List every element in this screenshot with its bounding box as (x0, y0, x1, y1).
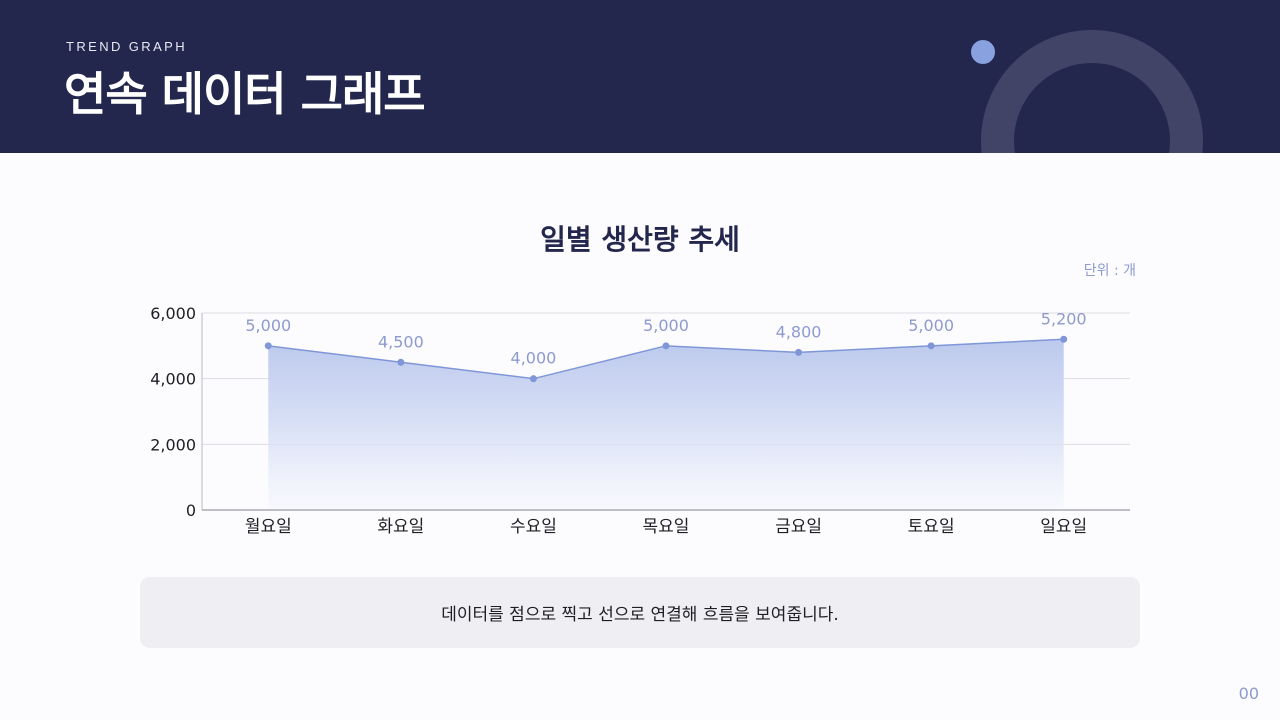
value-label: 5,000 (643, 316, 689, 335)
x-tick-label: 수요일 (510, 517, 557, 537)
decorative-dot-icon (971, 40, 995, 64)
y-tick-label: 6,000 (150, 304, 196, 323)
x-tick-label: 목요일 (643, 517, 690, 537)
y-tick-label: 4,000 (150, 370, 196, 389)
x-tick-label: 월요일 (245, 517, 292, 537)
x-tick-label: 화요일 (377, 517, 424, 537)
data-point (927, 342, 935, 350)
area-fill (268, 339, 1064, 510)
chart-title: 일별 생산량 추세 (540, 223, 740, 256)
x-axis-labels: 월요일 화요일 수요일 목요일 금요일 토요일 일요일 (245, 517, 1087, 537)
header-banner: TREND GRAPH 연속 데이터 그래프 (0, 0, 1280, 153)
data-point (1060, 335, 1068, 343)
value-label: 5,200 (1041, 309, 1087, 328)
eyebrow-label: TREND GRAPH (66, 39, 188, 54)
value-labels: 5,000 4,500 4,000 5,000 4,800 5,000 5,200 (245, 309, 1086, 367)
y-tick-label: 0 (186, 501, 196, 520)
value-label: 4,800 (776, 322, 822, 341)
value-label: 4,000 (511, 349, 557, 368)
data-points (264, 335, 1068, 383)
y-axis-labels: 0 2,000 4,000 6,000 (150, 304, 196, 520)
y-tick-label: 2,000 (150, 435, 196, 454)
page-number: 00 (1238, 684, 1259, 703)
page-title: 연속 데이터 그래프 (64, 67, 426, 121)
x-tick-label: 금요일 (775, 517, 822, 537)
axes (201, 313, 1130, 511)
data-point (397, 358, 405, 366)
data-point (529, 375, 537, 383)
unit-label: 단위 : 개 (1083, 263, 1136, 279)
data-point (264, 342, 272, 350)
data-point (795, 348, 803, 356)
value-label: 5,000 (908, 316, 954, 335)
value-label: 4,500 (378, 332, 424, 351)
data-point (662, 342, 670, 350)
value-label: 5,000 (245, 316, 291, 335)
x-tick-label: 토요일 (908, 517, 955, 537)
x-tick-label: 일요일 (1040, 517, 1087, 537)
caption-text: 데이터를 점으로 찍고 선으로 연결해 흐름을 보여줍니다. (441, 605, 839, 625)
caption-box: 데이터를 점으로 찍고 선으로 연결해 흐름을 보여줍니다. (140, 577, 1140, 648)
